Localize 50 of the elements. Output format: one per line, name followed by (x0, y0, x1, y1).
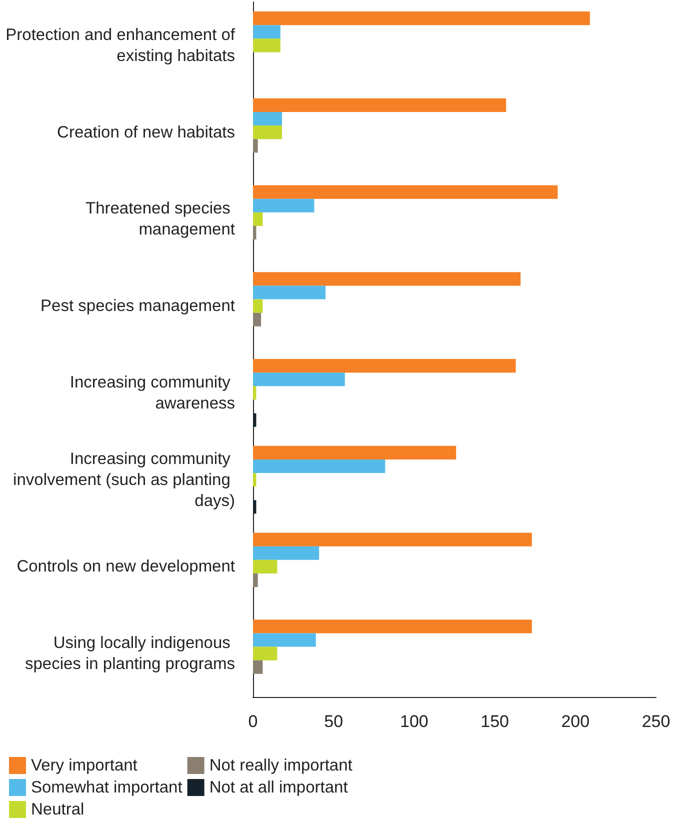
bar (253, 198, 314, 212)
bar (253, 212, 263, 226)
bar (253, 272, 521, 286)
bar (253, 660, 263, 674)
legend-label: Very important (31, 756, 138, 774)
x-tick-label: 150 (480, 712, 509, 731)
bar (253, 359, 516, 373)
x-tick-label: 100 (400, 712, 428, 731)
bar (253, 139, 258, 153)
legend-label: Somewhat important (31, 778, 183, 796)
bar (253, 446, 456, 460)
bar (253, 633, 316, 647)
bar (253, 98, 506, 112)
legend-label: Neutral (31, 800, 84, 818)
y-tick-label: Pest species management (40, 297, 236, 316)
x-tick-label: 200 (561, 712, 590, 731)
bar (253, 299, 263, 313)
x-tick-label: 0 (248, 712, 258, 731)
bar (253, 226, 256, 240)
y-tick-label: Increasing community awareness (70, 373, 235, 412)
bar (253, 112, 282, 126)
bar (253, 126, 282, 140)
legend-label: Not really important (209, 756, 353, 774)
y-tick-label: Protection and enhancement of existing habitats (6, 26, 236, 65)
y-tick-label: Using locally indigenous species in planting programs (24, 634, 235, 674)
bar (253, 12, 590, 26)
bar (253, 473, 256, 487)
legend-label: Not at all important (209, 778, 348, 796)
y-tick-label: Increasing community involvement (such as planting days) (13, 450, 235, 510)
x-tick-label: 250 (642, 712, 670, 731)
bar (253, 560, 278, 574)
bar (253, 500, 256, 514)
bar (253, 386, 256, 400)
bar (253, 532, 532, 546)
bar (253, 286, 326, 300)
bar (253, 573, 258, 588)
y-tick-label: Creation of new habitats (57, 123, 235, 142)
y-tick-label: Controls on new development (16, 558, 236, 576)
bar (253, 25, 280, 39)
bar (253, 312, 262, 326)
bar (253, 546, 320, 560)
bar (253, 646, 278, 660)
bar (253, 620, 532, 634)
bar (253, 185, 558, 199)
bar (253, 413, 256, 427)
bar (253, 38, 280, 52)
x-tick-label: 50 (324, 712, 344, 731)
y-tick-label: Threatened species management (85, 200, 236, 239)
bar (253, 459, 386, 474)
bar (253, 372, 345, 386)
